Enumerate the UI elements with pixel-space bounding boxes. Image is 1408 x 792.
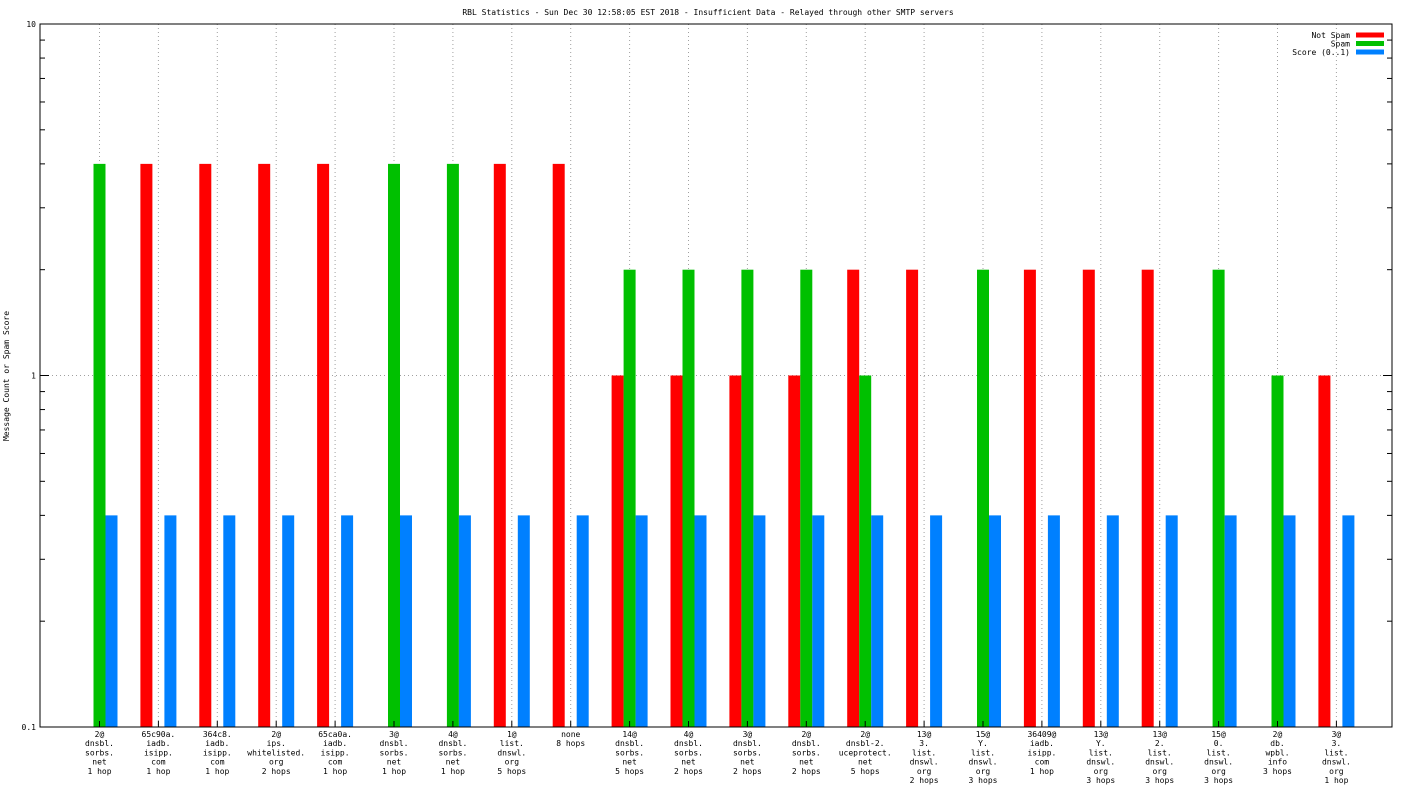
x-tick-label-1: 65c90a. iadb. isipp. com 1 hop (142, 730, 176, 776)
bar-score-0-1-12 (812, 515, 825, 727)
legend-label-1: Spam (1331, 40, 1350, 49)
bar-score-0-1-21 (1342, 515, 1355, 727)
legend-swatch-2 (1356, 49, 1384, 55)
bar-score-0-1-9 (635, 515, 648, 727)
bar-score-0-1-20 (1283, 515, 1296, 727)
bars-layer (93, 163, 1355, 727)
bar-spam-11 (741, 269, 754, 727)
bar-not-spam-11 (729, 375, 742, 727)
bar-score-0-1-6 (458, 515, 471, 727)
x-tick-label-15: 15@ Y. list. dnswl. org 3 hops (969, 730, 998, 785)
bar-spam-0 (93, 163, 106, 727)
bar-not-spam-12 (788, 375, 801, 727)
legend-label-0: Not Spam (1311, 31, 1350, 40)
y-tick-label: 0.1 (22, 723, 37, 732)
x-tick-label-0: 2@ dnsbl. sorbs. net 1 hop (85, 730, 114, 776)
bar-score-0-1-17 (1106, 515, 1119, 727)
bar-not-spam-9 (611, 375, 624, 727)
bar-spam-12 (800, 269, 813, 727)
bar-spam-6 (446, 163, 459, 727)
legend-swatch-0 (1356, 32, 1384, 38)
ticks-layer: 0.1 1 10 (22, 20, 1392, 732)
bar-score-0-1-7 (517, 515, 530, 727)
y-tick-label: 10 (26, 20, 36, 29)
y-tick-label: 1 (31, 372, 36, 381)
x-tick-label-7: 1@ list. dnswl. org 5 hops (497, 730, 526, 776)
y-axis-label: Message Count or Spam Score (2, 311, 11, 441)
bar-not-spam-2 (199, 163, 212, 727)
bar-score-0-1-14 (930, 515, 943, 727)
x-tick-label-9: 14@ dnsbl. sorbs. net 5 hops (615, 730, 644, 776)
bar-spam-13 (859, 375, 872, 727)
bar-spam-9 (623, 269, 636, 727)
bar-not-spam-7 (493, 163, 506, 727)
legend-label-2: Score (0..1) (1292, 48, 1350, 57)
bar-not-spam-1 (140, 163, 153, 727)
x-tick-labels: 2@ dnsbl. sorbs. net 1 hop 65c90a. iadb. isipp.… (85, 730, 1351, 785)
bar-spam-15 (977, 269, 989, 727)
bar-not-spam-3 (258, 163, 271, 727)
x-tick-label-11: 3@ dnsbl. sorbs. net 2 hops (733, 730, 762, 776)
x-tick-label-8: none 8 hops (556, 730, 585, 748)
bar-score-0-1-13 (871, 515, 884, 727)
bar-spam-19 (1212, 269, 1225, 727)
bar-score-0-1-15 (989, 515, 1001, 727)
chart-title: RBL Statistics - Sun Dec 30 12:58:05 EST… (462, 8, 953, 17)
x-tick-label-10: 4@ dnsbl. sorbs. net 2 hops (674, 730, 703, 776)
bar-score-0-1-3 (282, 515, 295, 727)
bar-spam-20 (1271, 375, 1284, 727)
x-tick-label-18: 13@ 2. list. dnswl. org 3 hops (1145, 730, 1174, 785)
bar-score-0-1-0 (105, 515, 118, 727)
bar-not-spam-4 (317, 163, 330, 727)
x-tick-label-12: 2@ dnsbl. sorbs. net 2 hops (792, 730, 821, 776)
x-tick-label-2: 364c8. iadb. isipp. com 1 hop (203, 730, 232, 776)
bar-score-0-1-10 (694, 515, 707, 727)
bar-not-spam-10 (670, 375, 683, 727)
bar-not-spam-16 (1023, 269, 1036, 727)
x-tick-label-4: 65ca0a. iadb. isipp. com 1 hop (318, 730, 352, 776)
bar-score-0-1-18 (1165, 515, 1178, 727)
bar-score-0-1-19 (1224, 515, 1237, 727)
legend-swatch-1 (1356, 41, 1384, 46)
bar-not-spam-21 (1318, 375, 1331, 727)
bar-spam-10 (682, 269, 695, 727)
bar-score-0-1-5 (400, 515, 412, 727)
bar-not-spam-13 (847, 269, 860, 727)
bar-score-0-1-16 (1047, 515, 1060, 727)
bar-score-0-1-11 (753, 515, 766, 727)
bar-not-spam-14 (906, 269, 919, 727)
bar-score-0-1-8 (576, 515, 589, 727)
x-tick-label-5: 3@ dnsbl. sorbs. net 1 hop (380, 730, 409, 776)
bar-spam-5 (388, 163, 400, 727)
x-tick-label-21: 3@ 3. list. dnswl. org 1 hop (1322, 730, 1351, 785)
bar-not-spam-8 (552, 163, 565, 727)
x-tick-label-16: 36409@ iadb. isipp. com 1 hop (1027, 730, 1056, 776)
x-tick-label-19: 15@ 0. list. dnswl. org 3 hops (1204, 730, 1233, 785)
grid-layer (40, 24, 1392, 727)
bar-not-spam-18 (1141, 269, 1154, 727)
bar-score-0-1-4 (341, 515, 354, 727)
bar-score-0-1-1 (164, 515, 177, 727)
bar-score-0-1-2 (223, 515, 236, 727)
x-tick-label-13: 2@ dnsbl-2. uceprotect. net 5 hops (839, 730, 892, 776)
x-tick-label-3: 2@ ips. whitelisted. org 2 hops (247, 730, 305, 776)
x-tick-label-6: 4@ dnsbl. sorbs. net 1 hop (438, 730, 467, 776)
x-tick-label-17: 13@ Y. list. dnswl. org 3 hops (1086, 730, 1115, 785)
x-tick-label-14: 13@ 3. list. dnswl. org 2 hops (910, 730, 939, 785)
bar-not-spam-17 (1082, 269, 1095, 727)
x-tick-label-20: 2@ db. wpbl. info 3 hops (1263, 730, 1292, 776)
